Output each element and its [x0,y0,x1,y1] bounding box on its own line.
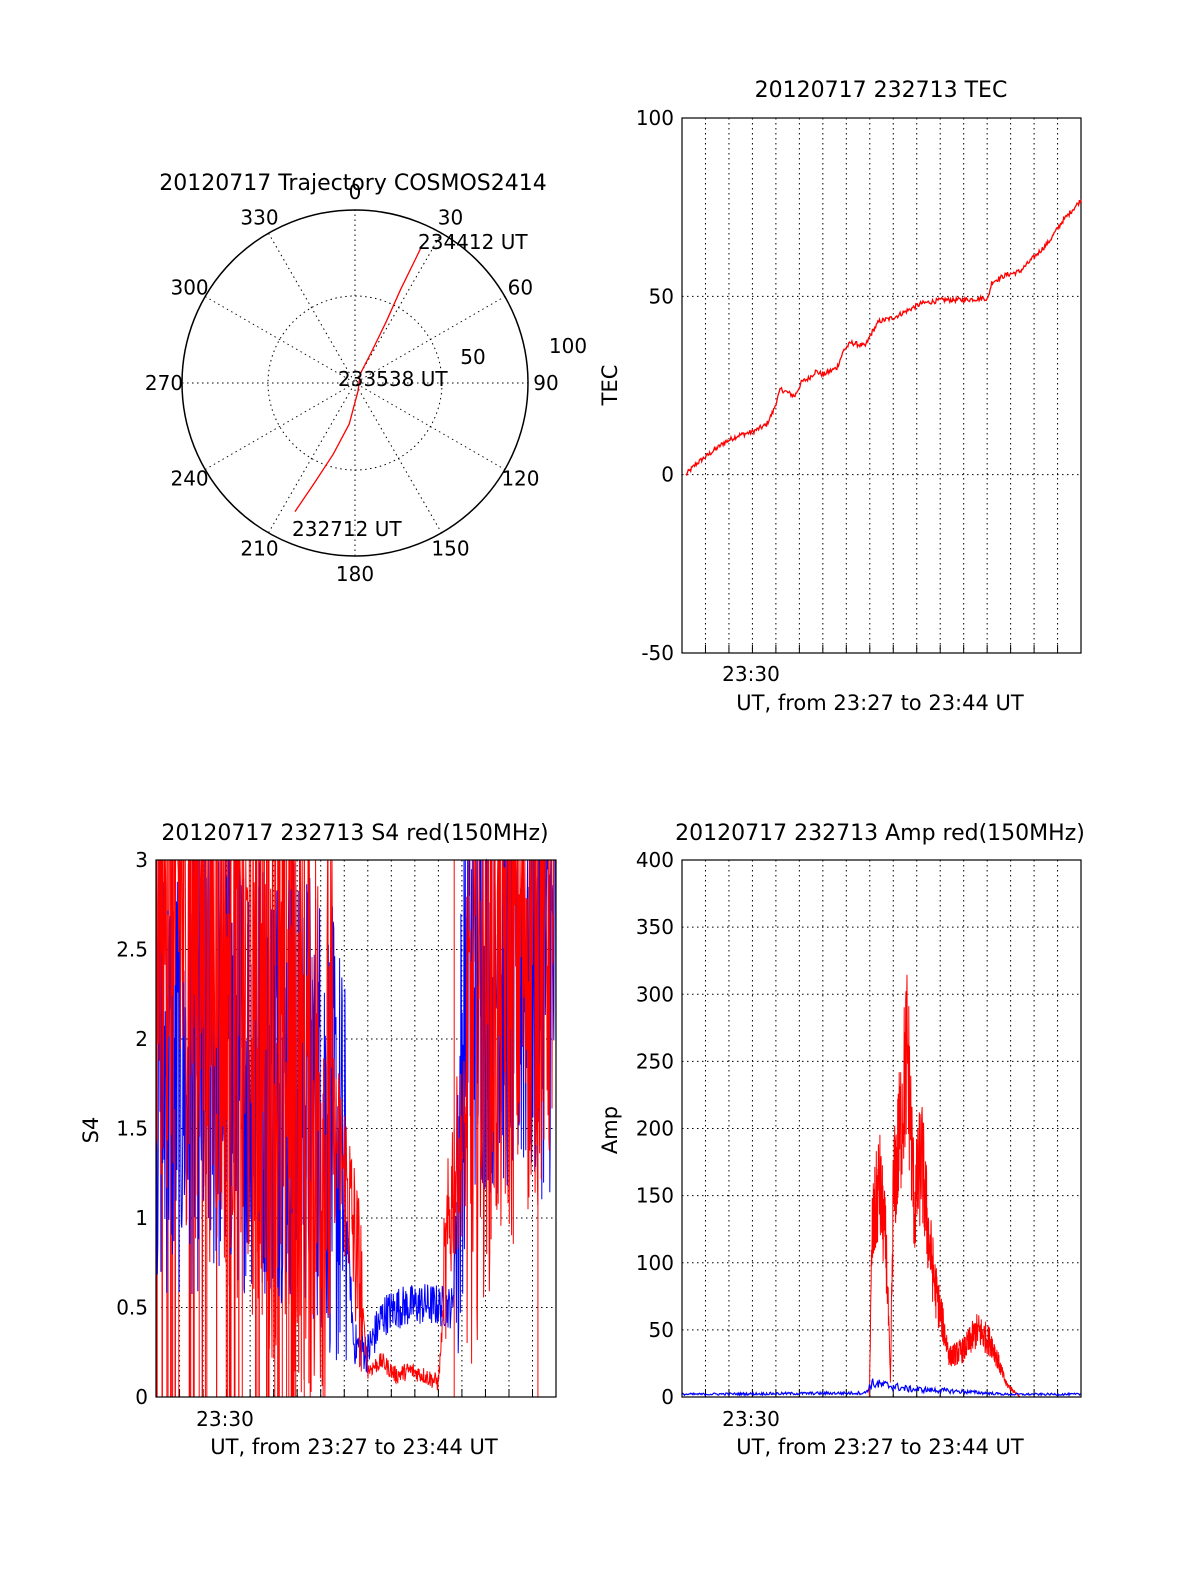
s4-red-series-line [156,859,557,1398]
polar-radial-tick-100: 100 [549,334,587,358]
tec-plot-frame [681,117,1082,654]
tec-y-tick-label: 100 [636,106,674,130]
polar-azimuth-label: 150 [431,536,469,560]
s4-title: 20120717 232713 S4 red(150MHz) [161,821,548,846]
polar-trajectory-panel: 20120717 Trajectory COSMOS2414 0 30 60 90 12… [145,171,587,586]
amp-y-tick-label: 0 [661,1385,674,1409]
amp-y-axis-label: Amp [598,1106,622,1154]
s4-x-tick-label: 23:30 [196,1407,254,1431]
amp-plot-frame [681,859,1082,1398]
tec-y-tick-label: -50 [641,641,674,665]
polar-azimuth-label: 300 [170,276,208,300]
tec-title: 20120717 232713 TEC [755,78,1008,103]
amp-y-tick-labels: 400 350 300 250 200 150 100 50 0 [636,848,674,1409]
s4-panel: 20120717 232713 S4 red(150MHz) 3 2.5 2 1.5 1… [79,821,557,1459]
polar-azimuth-labels: 0 30 60 90 120 150 180 210 240 270 300 330 [145,180,559,586]
polar-azimuth-label: 240 [170,467,208,491]
polar-title: 20120717 Trajectory COSMOS2414 [159,171,546,196]
amp-y-tick-label: 350 [636,915,674,939]
amp-gridlines [682,859,1081,1398]
polar-azimuth-label: 60 [508,276,533,300]
polar-azimuth-label: 30 [438,206,463,230]
s4-y-tick-label: 3 [135,848,148,872]
amp-y-tick-label: 250 [636,1049,674,1073]
amp-y-tick-label: 400 [636,848,674,872]
tec-x-axis-label: UT, from 23:27 to 23:44 UT [736,691,1024,715]
polar-trajectory-line [294,244,424,512]
s4-y-tick-label: 2.5 [116,938,148,962]
amp-blue-series-line [681,1378,1081,1397]
amp-y-tick-label: 150 [636,1184,674,1208]
polar-annotation-end: 234412 UT [418,230,528,254]
amp-panel: 20120717 232713 Amp red(150MHz) 400 350 30… [598,821,1085,1459]
tec-y-tick-label: 50 [649,284,674,308]
amp-y-tick-label: 50 [649,1318,674,1342]
polar-azimuth-label: 90 [533,371,558,395]
s4-y-tick-label: 1.5 [116,1117,148,1141]
amp-y-tick-label: 300 [636,982,674,1006]
s4-y-tick-label: 0 [135,1385,148,1409]
tec-gridlines [682,117,1081,654]
s4-y-tick-label: 1 [135,1206,148,1230]
polar-azimuth-label: 0 [349,180,362,204]
polar-annotation-start: 232712 UT [292,517,402,541]
polar-radial-tick-50: 50 [460,345,485,369]
tec-y-tick-label: 0 [661,463,674,487]
tec-y-tick-labels: 100 50 0 -50 [636,106,674,665]
s4-y-tick-label: 2 [135,1027,148,1051]
s4-y-tick-label: 0.5 [116,1296,148,1320]
amp-y-tick-label: 100 [636,1251,674,1275]
tec-series-line [685,199,1082,477]
polar-azimuth-label: 180 [336,562,374,586]
amp-x-axis-label: UT, from 23:27 to 23:44 UT [736,1435,1024,1459]
s4-x-axis-label: UT, from 23:27 to 23:44 UT [210,1435,498,1459]
s4-plot-frame [155,859,557,1398]
amp-title: 20120717 232713 Amp red(150MHz) [675,821,1085,846]
polar-azimuth-label: 270 [145,371,183,395]
tec-y-axis-label: TEC [598,365,622,407]
amp-y-tick-label: 200 [636,1117,674,1141]
amp-red-series-line [868,974,1021,1398]
s4-y-axis-label: S4 [79,1117,103,1144]
polar-azimuth-label: 330 [240,206,278,230]
polar-azimuth-label: 120 [501,467,539,491]
s4-y-tick-labels: 3 2.5 2 1.5 1 0.5 0 [116,848,148,1409]
amp-x-tick-label: 23:30 [722,1407,780,1431]
polar-annotation-mid: 233538 UT [338,367,448,391]
polar-azimuth-label: 210 [240,536,278,560]
tec-panel: 20120717 232713 TEC 100 50 0 -50 23:30 UT, … [598,78,1082,715]
tec-x-tick-label: 23:30 [722,662,780,686]
